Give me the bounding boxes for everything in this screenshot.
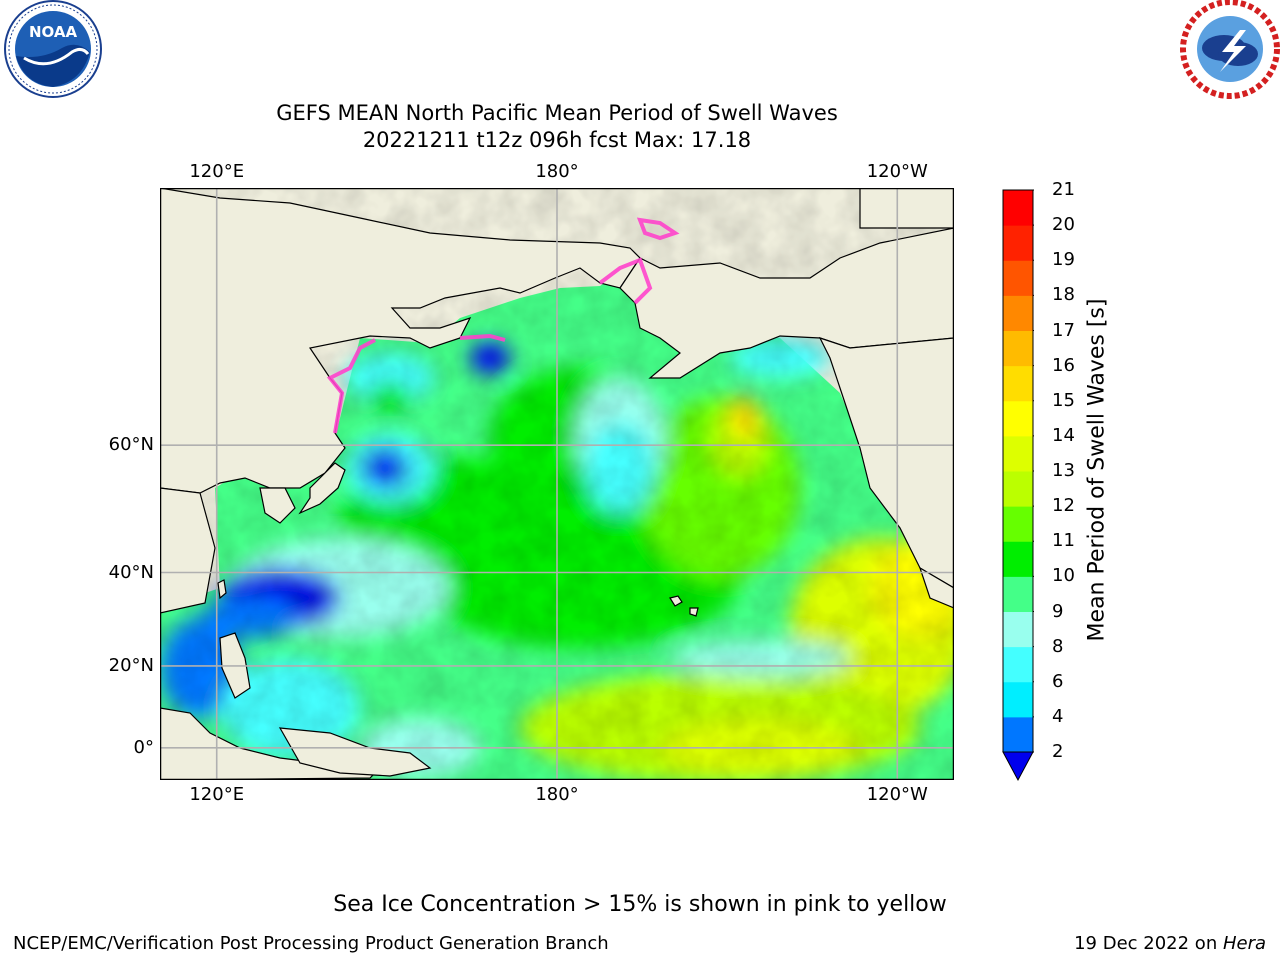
map-frame: [160, 188, 954, 780]
lon-tick-label-bottom: 180°: [535, 784, 579, 805]
colorbar-tick-label: 14: [1052, 424, 1075, 446]
chart-title: GEFS MEAN North Pacific Mean Period of S…: [276, 101, 838, 125]
colorbar-tick-label: 20: [1052, 214, 1075, 236]
colorbar-label: Mean Period of Swell Waves [s]: [1084, 298, 1110, 642]
colorbar-bin: [1003, 681, 1033, 718]
colorbar-bin: [1003, 541, 1033, 577]
colorbar-tick-label: 21: [1052, 179, 1075, 200]
colorbar-tick-label: 13: [1052, 460, 1075, 481]
colorbar-tick-label: 12: [1052, 495, 1075, 517]
colorbar-bin: [1003, 435, 1033, 472]
colorbar-bin: [1003, 611, 1033, 648]
colorbar-bin: [1003, 330, 1033, 367]
colorbar-tick-label: 11: [1052, 530, 1075, 552]
colorbar-bin: [1003, 716, 1033, 753]
colorbar-tick-label: 17: [1052, 319, 1075, 341]
lon-tick-label-bottom: 120°E: [189, 784, 245, 805]
map-svg: [160, 188, 954, 780]
colorbar: [1002, 188, 1034, 788]
lat-tick-label: 20°N: [108, 654, 154, 676]
colorbar-bin: [1003, 576, 1033, 612]
lat-tick-label: 60°N: [108, 434, 154, 456]
lat-tick-label: 0°: [133, 736, 154, 758]
colorbar-tick-label: 15: [1052, 389, 1075, 411]
colorbar-bin: [1003, 646, 1033, 683]
map-panel: [160, 188, 954, 780]
noaa-wordmark: NOAA: [29, 23, 78, 41]
colorbar-bin: [1003, 400, 1033, 437]
colorbar-tick-label: 9: [1052, 600, 1064, 622]
colorbar-bin: [1003, 471, 1033, 507]
colorbar-tick-label: 8: [1052, 635, 1064, 657]
lon-tick-label-top: 180°: [535, 161, 579, 182]
colorbar-tick-label: 4: [1052, 705, 1064, 727]
colorbar-tick-label: 6: [1052, 670, 1064, 692]
sea-ice-note: Sea Ice Concentration > 15% is shown in …: [333, 892, 947, 917]
lon-tick-label-top: 120°W: [866, 161, 928, 182]
lat-tick-label: 40°N: [108, 561, 154, 583]
colorbar-svg: [1002, 189, 1034, 782]
colorbar-bin: [1003, 190, 1033, 226]
colorbar-tick-label: 18: [1052, 284, 1075, 306]
colorbar-bin: [1003, 365, 1033, 402]
colorbar-extend-min: [1002, 751, 1034, 782]
sea-ice-edge: [326, 217, 680, 434]
nws-logo: [1180, 0, 1280, 100]
colorbar-bin: [1003, 260, 1033, 296]
colorbar-tick-label: 2: [1052, 741, 1064, 762]
footer-machine: Hera: [1222, 933, 1266, 954]
chart-subtitle: 20221211 t12z 096h fcst Max: 17.18: [362, 128, 752, 152]
colorbar-tick-label: 16: [1052, 354, 1075, 376]
colorbar-bin: [1003, 295, 1033, 331]
colorbar-bin: [1003, 506, 1033, 542]
footer-credit: NCEP/EMC/Verification Post Processing Pr…: [13, 933, 609, 954]
gridlines: [160, 188, 954, 780]
colorbar-tick-label: 19: [1052, 249, 1075, 271]
footer-date: 19 Dec 2022 on Hera: [1074, 934, 1266, 954]
coastlines: [160, 188, 954, 780]
noaa-logo: NOAA: [2, 0, 104, 100]
lon-tick-label-top: 120°E: [189, 161, 245, 182]
colorbar-tick-label: 10: [1052, 565, 1075, 587]
colorbar-bin: [1003, 225, 1033, 261]
footer-date-text: 19 Dec 2022 on: [1074, 933, 1223, 954]
lon-tick-label-bottom: 120°W: [866, 784, 928, 805]
